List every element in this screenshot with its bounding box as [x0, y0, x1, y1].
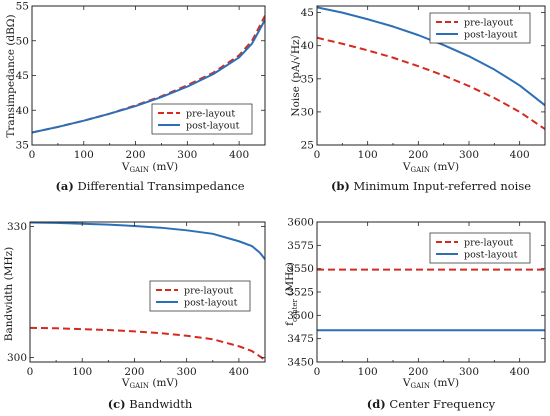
panel-c-axes-frame — [29, 221, 266, 363]
panel-d-caption: (d) Center Frequency — [367, 397, 496, 411]
panel-b-caption: (b) Minimum Input-referred noise — [331, 179, 531, 193]
panel-a-legend-post-label: post-layout — [186, 121, 240, 132]
panel-b-legend-pre-label: pre-layout — [464, 18, 513, 29]
panel-a-xtick-label: 200 — [126, 149, 146, 161]
panel-c-ytick-label: 300 — [7, 352, 27, 364]
panel-a-plot: 0 100 200 300 400 35 40 45 50 55 pre-layoutpost-la… — [16, 1, 266, 161]
panel-b-xtick-label: 0 — [314, 149, 321, 161]
panel-b-ylabel: Noise (pA/√Hz) — [290, 35, 302, 116]
panel-a: 0 100 200 300 400 35 40 45 50 55 pre-layoutpost-la… — [5, 1, 266, 193]
panel-a-ytick-label: 50 — [16, 35, 29, 47]
panel-c-legend-pre-label: pre-layout — [184, 286, 233, 297]
panel-d-xtick-label: 200 — [408, 366, 428, 378]
panel-d-ytick-label: 3550 — [287, 263, 314, 275]
panel-c-xtick-label: 300 — [177, 366, 197, 378]
panel-b-ytick-label: 45 — [301, 7, 314, 19]
panel-c-xlabel: VGAIN (mV) — [121, 377, 178, 390]
panel-a-ytick-label: 40 — [16, 105, 29, 117]
panel-d-series-group — [317, 268, 545, 332]
panel-d-legend-pre-label: pre-layout — [464, 238, 513, 249]
panel-b-legend-post-label: post-layout — [464, 30, 518, 41]
panel-d-ylabel: fcenter (MHz) — [284, 262, 299, 326]
panel-b-legend-box — [429, 12, 531, 44]
panel-b-ytick-label: 35 — [301, 73, 314, 85]
panel-a-ylabel: Transimpedance (dBΩ) — [5, 14, 17, 137]
panel-c: 0 100 200 300 400 300 330 pre-layoutpost-layout… — [3, 221, 266, 411]
panel-a-xtick-label: 300 — [177, 149, 197, 161]
panel-d-ytick-label: 3600 — [287, 217, 314, 229]
panel-c-series-group — [30, 222, 265, 361]
panel-a-ytick-label: 55 — [16, 1, 29, 13]
panel-b-series-pre-layout-line — [317, 36, 545, 130]
panel-a-series-post-layout-line — [32, 19, 265, 134]
panel-d-xtick-label: 400 — [510, 366, 530, 378]
panel-b-ytick-label: 25 — [301, 140, 314, 152]
panel-d-ytick-label: 3525 — [287, 287, 314, 299]
panel-c-legend-post-label: post-layout — [184, 298, 238, 309]
panel-a-xlabel: VGAIN (mV) — [121, 161, 178, 174]
panel-c-series-pre-layout-line — [30, 326, 265, 361]
panel-d-ytick-label: 3450 — [287, 357, 314, 369]
panel-a-legend-box — [151, 103, 253, 135]
panel-b-xtick-label: 100 — [358, 149, 378, 161]
panel-a-xtick-label: 0 — [29, 149, 36, 161]
panel-a-ytick-label: 45 — [16, 70, 29, 82]
panel-a-xtick-label: 400 — [229, 149, 249, 161]
panel-d-plot: 0 100 200 300 400 3450 3475 3500 3525 3550 3575 360… — [287, 217, 546, 378]
panel-d-ytick-label: 3500 — [287, 310, 314, 322]
panel-a-series-group — [32, 15, 265, 134]
panel-d-ytick-label: 3475 — [287, 333, 314, 345]
panel-b-ytick-label: 30 — [301, 106, 314, 118]
panel-c-ylabel: Bandwidth (MHz) — [3, 247, 15, 341]
panel-c-xtick-label: 400 — [229, 366, 249, 378]
panel-d-xlabel: VGAIN (mV) — [402, 377, 459, 390]
panel-d-xtick-label: 300 — [459, 366, 479, 378]
panel-c-legend-box — [149, 280, 251, 312]
panel-d: 0 100 200 300 400 3450 3475 3500 3525 3550 3575 360… — [284, 217, 546, 411]
panel-c-series-post-layout-line — [30, 222, 265, 260]
panel-b-ytick-label: 40 — [301, 40, 314, 52]
panel-b-xtick-label: 300 — [459, 149, 479, 161]
panel-a-ytick-label: 35 — [16, 140, 29, 152]
panel-b: 0 100 200 300 400 25 30 35 40 45 pre-layoutpost-la… — [290, 5, 546, 193]
panel-d-legend-post-label: post-layout — [464, 250, 518, 261]
panel-b-xlabel: VGAIN (mV) — [402, 161, 459, 174]
panel-c-xtick-label: 0 — [27, 366, 34, 378]
panel-b-xtick-label: 400 — [510, 149, 530, 161]
panel-c-ytick-label: 330 — [7, 221, 27, 233]
panel-a-legend-pre-label: pre-layout — [186, 109, 235, 120]
panel-d-legend-box — [429, 232, 531, 264]
panel-c-caption: (c) Bandwidth — [108, 397, 193, 411]
panel-c-xtick-label: 200 — [124, 366, 144, 378]
panel-b-xtick-label: 200 — [408, 149, 428, 161]
panel-d-ytick-label: 3575 — [287, 240, 314, 252]
panel-b-axes-frame — [316, 5, 546, 146]
panel-d-xtick-label: 100 — [358, 366, 378, 378]
panel-a-caption: (a) Differential Transimpedance — [55, 179, 244, 193]
panel-a-xtick-label: 100 — [74, 149, 94, 161]
panel-b-plot: 0 100 200 300 400 25 30 35 40 45 pre-layoutpost-la… — [301, 5, 546, 161]
panel-d-xtick-label: 0 — [314, 366, 321, 378]
panel-c-xtick-label: 100 — [72, 366, 92, 378]
